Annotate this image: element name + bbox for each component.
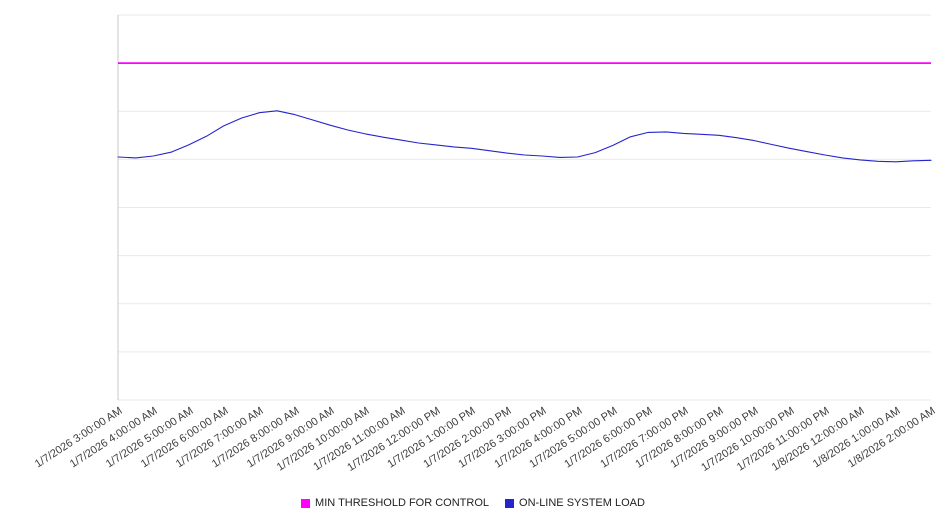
plot-area [117, 14, 932, 401]
legend-label: MIN THRESHOLD FOR CONTROL [315, 497, 490, 509]
legend-item: MIN THRESHOLD FOR CONTROL [301, 497, 489, 509]
on-line-system-load-line [117, 110, 932, 163]
legend-label: ON-LINE SYSTEM LOAD [519, 497, 645, 509]
legend-swatch-icon [301, 498, 311, 508]
legend-swatch-icon [505, 498, 515, 508]
legend-item: ON-LINE SYSTEM LOAD [505, 497, 645, 509]
legend: MIN THRESHOLD FOR CONTROL ON-LINE SYSTEM … [0, 497, 946, 509]
